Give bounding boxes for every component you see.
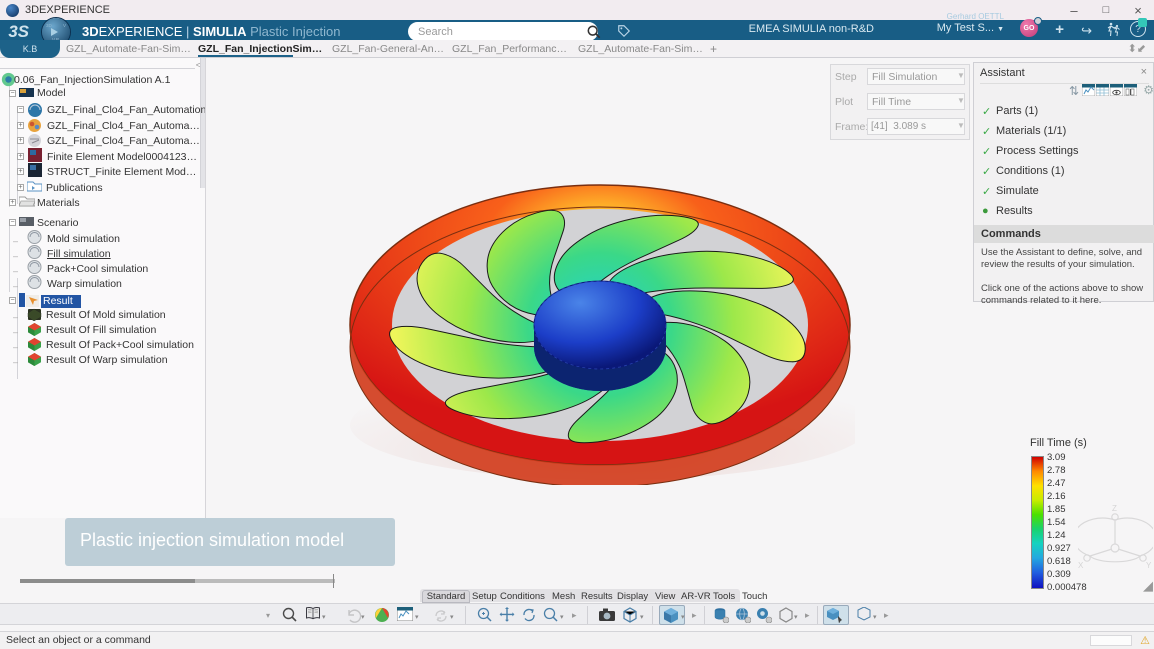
svg-text:Z: Z xyxy=(1112,504,1117,513)
svg-text:X: X xyxy=(1078,561,1084,570)
svg-text:Y: Y xyxy=(1146,561,1152,570)
